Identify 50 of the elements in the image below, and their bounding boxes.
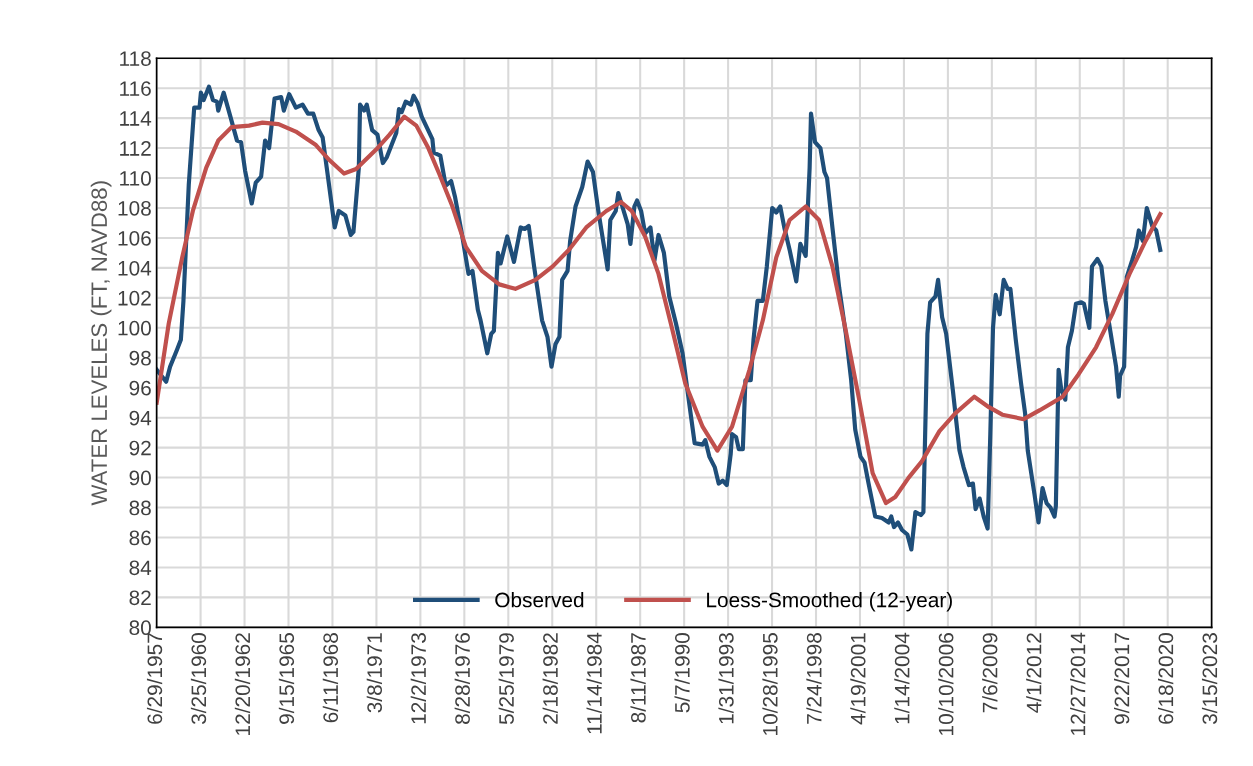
x-tick-label: 8/28/1976 (454, 633, 470, 724)
x-tick-label: 5/7/1990 (674, 633, 690, 713)
y-tick-label: 92 (129, 440, 151, 456)
line-series (156, 84, 1163, 552)
line-series (156, 114, 1163, 506)
x-tick-label: 12/27/2014 (1070, 632, 1086, 735)
legend-label: Observed (495, 592, 584, 608)
y-tick-label: 102 (118, 290, 151, 306)
y-tick-label: 86 (129, 530, 151, 546)
x-tick-label: 5/25/1979 (498, 633, 514, 725)
y-tick-label: 94 (129, 410, 152, 426)
x-tick-label: 6/29/1957 (146, 633, 163, 724)
x-tick-label: 4/19/2001 (850, 633, 866, 725)
y-tick-label: 108 (118, 200, 151, 216)
x-tick-label: 7/24/1998 (806, 633, 822, 724)
x-tick-label: 11/14/1984 (586, 632, 602, 734)
y-tick-label: 118 (120, 51, 151, 66)
x-tick-label: 10/10/2006 (938, 633, 954, 735)
legend-label: Loess-Smoothed (12-year) (707, 592, 952, 612)
x-tick-label: 3/25/1960 (190, 633, 207, 725)
y-tick-label: 100 (118, 320, 151, 336)
x-tick-label: 2/18/1982 (542, 633, 558, 724)
y-tick-label: 116 (120, 81, 151, 96)
x-tick-label: 1/14/2004 (894, 632, 910, 724)
y-axis-title: WATER LEVELES (FT, NAVD88) (90, 181, 112, 506)
x-tick-label: 9/22/2017 (1114, 633, 1130, 724)
y-tick-label: 104 (118, 260, 152, 276)
y-tick-label: 88 (129, 500, 151, 516)
y-tick-label: 80 (129, 620, 151, 636)
x-tick-label: 6/11/1968 (322, 633, 339, 723)
y-tick-label: 106 (118, 230, 151, 246)
x-tick-label: 3/15/2023 (1201, 633, 1218, 725)
y-tick-label: 114 (120, 111, 152, 126)
x-tick-label: 1/31/1993 (718, 633, 734, 724)
x-tick-label: 12/2/1973 (410, 633, 426, 724)
y-tick-label: 84 (129, 560, 152, 576)
x-tick-label: 10/28/1995 (762, 633, 778, 735)
x-tick-label: 4/1/2012 (1026, 633, 1042, 713)
y-tick-label: 96 (129, 380, 151, 396)
x-tick-label: 3/8/1971 (366, 633, 383, 713)
y-tick-label: 82 (129, 590, 151, 606)
y-tick-label: 112 (120, 141, 151, 156)
x-tick-label: 6/18/2020 (1157, 633, 1174, 724)
x-tick-label: 9/15/1965 (278, 633, 295, 724)
x-tick-label: 7/6/2009 (982, 633, 998, 713)
y-tick-label: 110 (120, 171, 151, 186)
x-tick-label: 8/11/1987 (630, 633, 646, 723)
y-tick-label: 90 (129, 470, 151, 486)
y-tick-label: 98 (129, 350, 151, 366)
x-tick-label: 12/20/1962 (234, 633, 251, 735)
